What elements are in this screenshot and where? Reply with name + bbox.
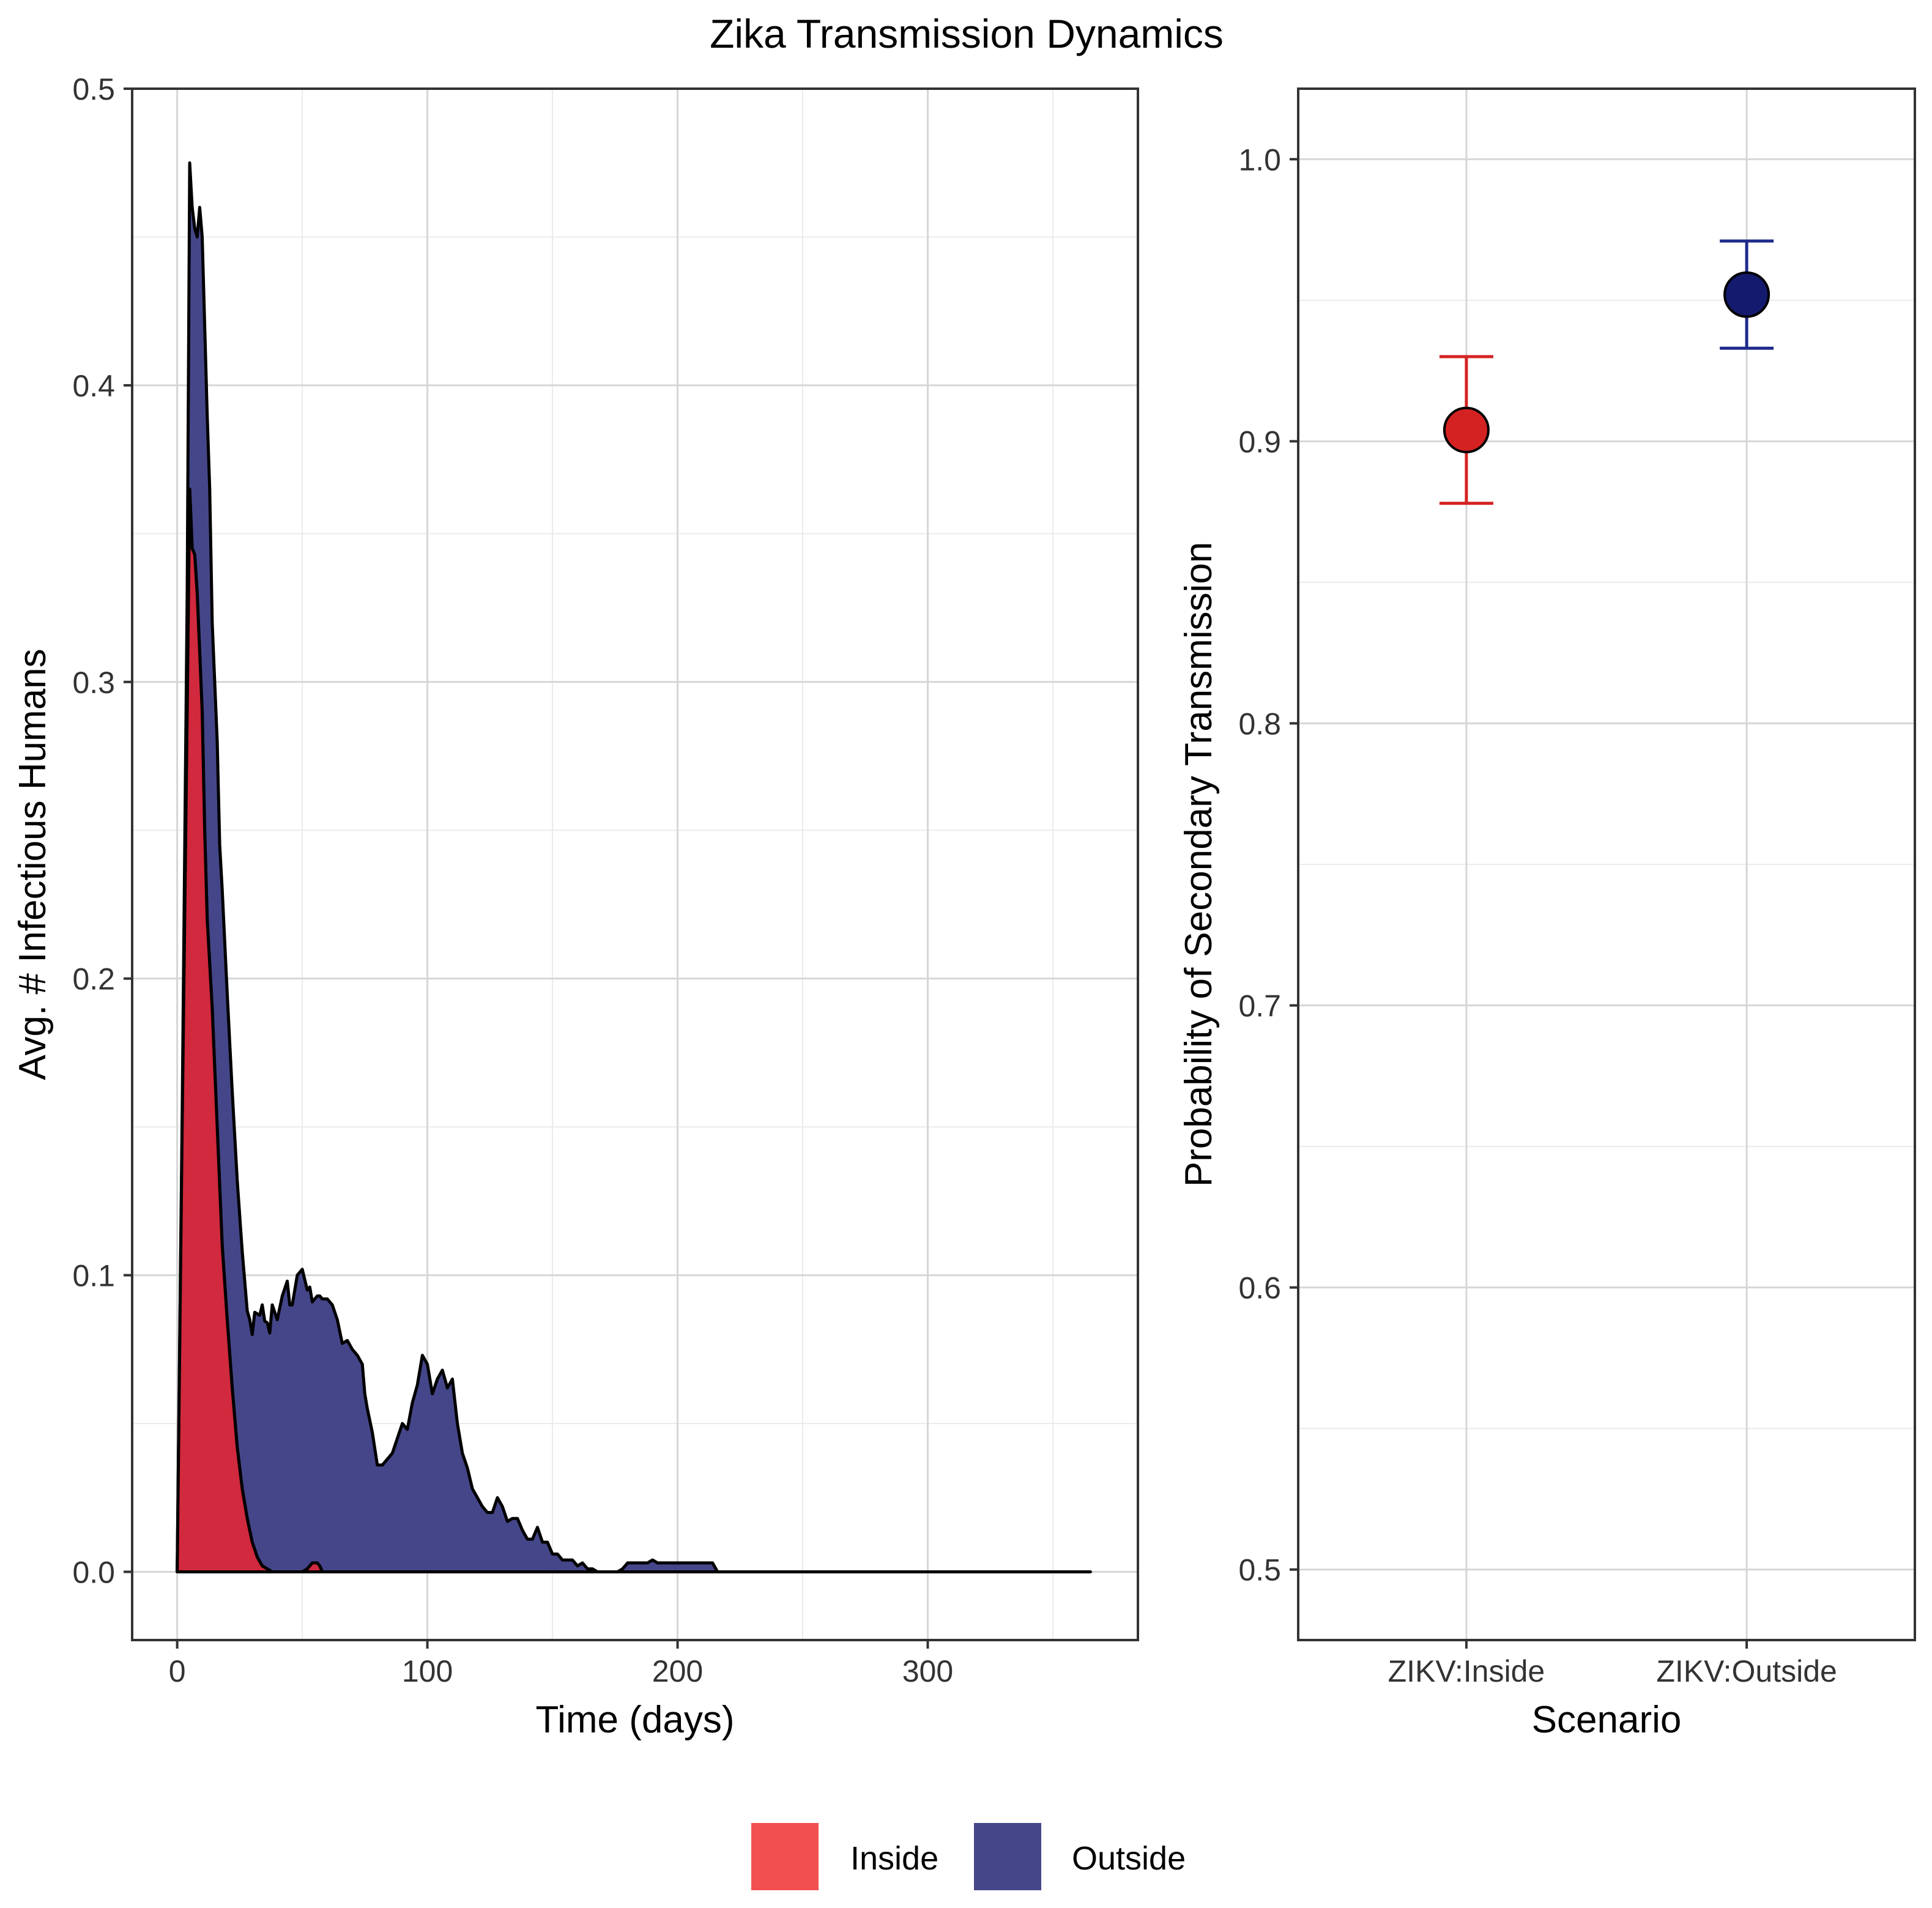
area-y-axis-title: Avg. # Infectious Humans [12,648,54,1080]
area-x-tick-label: 200 [652,1654,703,1688]
area-y-tick-label: 0.3 [72,666,115,700]
legend-label-outside: Outside [1072,1840,1186,1877]
area-x-axis-title: Time (days) [536,1699,735,1741]
figure-title: Zika Transmission Dynamics [710,11,1224,56]
area-x-tick-label: 0 [169,1654,186,1688]
prob-x-axis: ZIKV:Inside ZIKV:Outside [1388,1640,1837,1688]
prob-y-axis-title: Probability of Secondary Transmission [1178,542,1220,1187]
prob-y-tick-label: 0.7 [1238,989,1281,1023]
prob-x-tick-label: ZIKV:Outside [1656,1654,1837,1688]
area-y-tick-label: 0.1 [72,1259,115,1293]
area-y-tick-label: 0.4 [72,369,115,403]
area-series-inside [176,488,1092,1573]
area-x-tick-label: 100 [402,1654,453,1688]
area-x-axis: 0 100 200 300 [169,1640,953,1688]
area-plot-border [131,87,1139,1641]
prob-y-tick-label: 0.9 [1238,425,1281,459]
legend-key-outside [974,1823,1041,1890]
area-minor-grid [132,89,1138,1640]
area-y-tick-label: 0.5 [72,72,115,106]
area-y-tick-label: 0.2 [72,962,115,997]
legend: Inside Outside [751,1823,1186,1890]
prob-x-tick-label: ZIKV:Inside [1388,1654,1545,1688]
point-outside [1723,271,1770,318]
prob-plot-border [1297,87,1916,1641]
legend-label-inside: Inside [850,1840,938,1877]
prob-x-axis-title: Scenario [1532,1699,1682,1741]
prob-point-group-inside [1439,355,1493,505]
area-series [176,161,1092,1573]
prob-y-axis: 0.5 0.6 0.7 0.8 0.9 1.0 [1238,143,1298,1587]
legend-key-inside [751,1823,819,1890]
area-y-axis: 0.0 0.1 0.2 0.3 0.4 0.5 [72,72,132,1589]
prob-y-tick-label: 0.8 [1238,707,1281,741]
prob-point-group-outside [1720,239,1774,350]
probability-chart: 0.5 0.6 0.7 0.8 0.9 1.0 ZIKV:Inside ZIKV:Outsi… [1178,87,1916,1741]
prob-points [1439,239,1774,505]
area-x-tick-label: 300 [902,1654,953,1688]
area-chart: 0.0 0.1 0.2 0.3 0.4 0.5 0 100 200 300 Time (days… [12,72,1139,1741]
prob-y-tick-label: 0.6 [1238,1271,1281,1305]
prob-minor-grid [1298,299,1915,1430]
prob-y-tick-label: 1.0 [1238,143,1281,177]
prob-y-tick-label: 0.5 [1238,1553,1281,1587]
point-inside [1443,406,1490,453]
area-y-tick-label: 0.0 [72,1555,115,1589]
